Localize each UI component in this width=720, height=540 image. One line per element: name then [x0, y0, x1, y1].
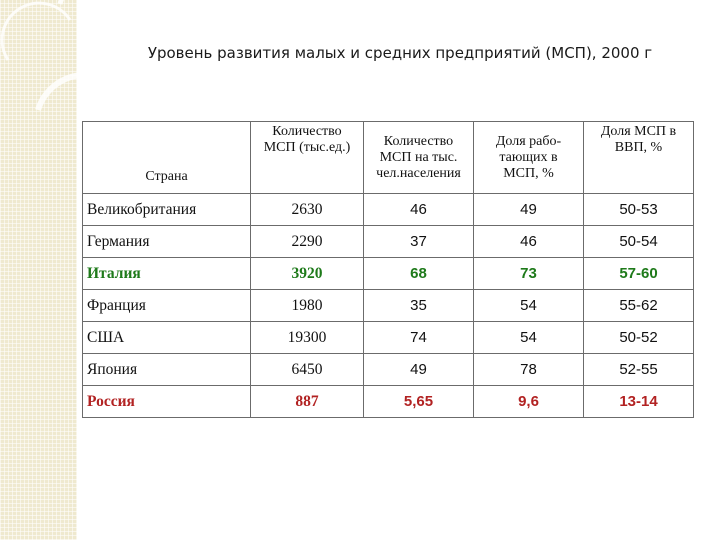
header-sme-count: Количество МСП (тыс.ед.): [250, 121, 364, 194]
cell-employment-share: 46: [473, 225, 584, 258]
cell-country: Великобритания: [82, 193, 251, 226]
decorative-side-band: [0, 0, 77, 540]
cell-employment-share: 73: [473, 257, 584, 290]
cell-sme-count: 3920: [250, 257, 364, 290]
cell-sme-per-thousand: 68: [363, 257, 474, 290]
cell-sme-per-thousand: 5,65: [363, 385, 474, 418]
cell-sme-per-thousand: 49: [363, 353, 474, 386]
table-row: Россия 887 5,65 9,6 13-14: [82, 385, 694, 418]
decorative-rings: [0, 0, 140, 139]
cell-employment-share: 54: [473, 321, 584, 354]
table-header-row: Страна Количество МСП (тыс.ед.) Количест…: [82, 121, 694, 194]
cell-sme-per-thousand: 35: [363, 289, 474, 322]
cell-sme-count: 6450: [250, 353, 364, 386]
cell-gdp-share: 50-53: [583, 193, 694, 226]
cell-sme-count: 1980: [250, 289, 364, 322]
header-employment-share: Доля рабо- тающих в МСП, %: [473, 121, 584, 194]
cell-gdp-share: 57-60: [583, 257, 694, 290]
cell-sme-count: 2630: [250, 193, 364, 226]
cell-gdp-share: 52-55: [583, 353, 694, 386]
cell-gdp-share: 13-14: [583, 385, 694, 418]
cell-gdp-share: 55-62: [583, 289, 694, 322]
cell-employment-share: 54: [473, 289, 584, 322]
cell-employment-share: 49: [473, 193, 584, 226]
table-row: Италия 3920 68 73 57-60: [82, 257, 694, 290]
table-row: Франция 1980 35 54 55-62: [82, 289, 694, 322]
header-sme-per-thousand: Количество МСП на тыс. чел.населения: [363, 121, 474, 194]
header-gdp-share: Доля МСП в ВВП, %: [583, 121, 694, 194]
cell-country: США: [82, 321, 251, 354]
slide-title: Уровень развития малых и средних предпри…: [147, 44, 653, 62]
cell-gdp-share: 50-54: [583, 225, 694, 258]
cell-sme-count: 19300: [250, 321, 364, 354]
cell-sme-count: 2290: [250, 225, 364, 258]
table-row: США 19300 74 54 50-52: [82, 321, 694, 354]
cell-sme-per-thousand: 46: [363, 193, 474, 226]
cell-gdp-share: 50-52: [583, 321, 694, 354]
cell-employment-share: 9,6: [473, 385, 584, 418]
cell-country: Россия: [82, 385, 251, 418]
cell-country: Германия: [82, 225, 251, 258]
cell-employment-share: 78: [473, 353, 584, 386]
sme-table: Страна Количество МСП (тыс.ед.) Количест…: [82, 121, 694, 418]
cell-country: Япония: [82, 353, 251, 386]
cell-country: Франция: [82, 289, 251, 322]
cell-sme-per-thousand: 37: [363, 225, 474, 258]
cell-country: Италия: [82, 257, 251, 290]
cell-sme-count: 887: [250, 385, 364, 418]
table-row: Германия 2290 37 46 50-54: [82, 225, 694, 258]
header-country: Страна: [82, 121, 251, 194]
table-row: Великобритания 2630 46 49 50-53: [82, 193, 694, 226]
table-row: Япония 6450 49 78 52-55: [82, 353, 694, 386]
cell-sme-per-thousand: 74: [363, 321, 474, 354]
